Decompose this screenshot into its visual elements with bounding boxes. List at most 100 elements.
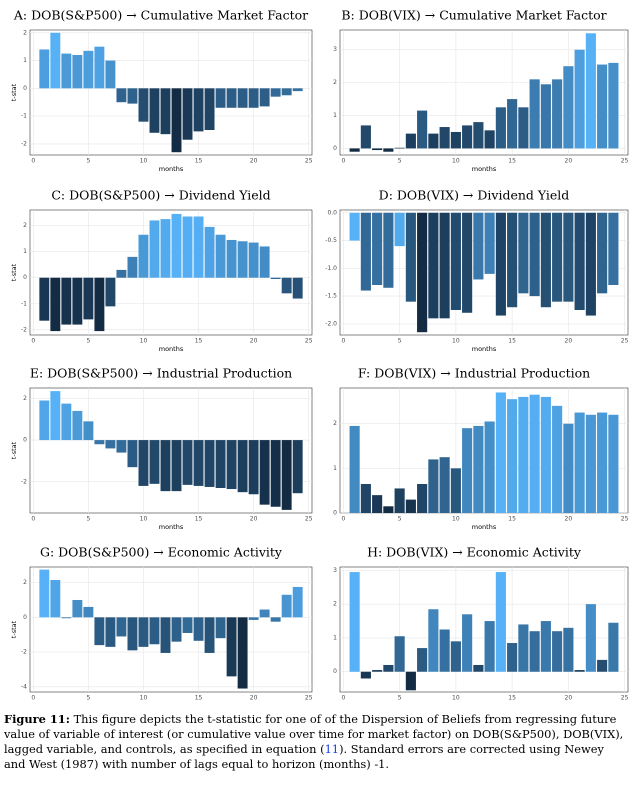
bar	[383, 506, 394, 513]
y-tick-label: 0.0	[327, 209, 337, 216]
plot-area	[29, 29, 313, 156]
bar	[372, 148, 383, 151]
bar	[138, 440, 149, 486]
bar	[383, 212, 394, 288]
bar	[585, 414, 596, 513]
y-tick-label: -4	[21, 683, 27, 690]
bar	[204, 440, 215, 487]
bar	[529, 212, 540, 297]
y-tick-label: -2	[21, 326, 27, 333]
bar	[360, 212, 371, 291]
bar	[149, 88, 160, 133]
bar	[160, 88, 171, 135]
bar	[281, 88, 292, 96]
bar	[484, 421, 495, 513]
bar	[226, 617, 237, 677]
x-tick-label: 5	[398, 338, 402, 345]
chart-title: B: DOB(VIX) → Cumulative Market Factor	[341, 8, 606, 23]
bar	[507, 643, 518, 672]
bar	[529, 394, 540, 513]
bar	[50, 580, 61, 618]
bar	[116, 617, 127, 637]
bar	[83, 421, 94, 441]
bar	[193, 617, 204, 641]
bar	[518, 212, 529, 294]
bar	[394, 212, 405, 247]
y-tick-label: -1.5	[325, 293, 337, 300]
x-tick-label: 20	[565, 516, 573, 523]
x-tick-label: 15	[508, 158, 516, 165]
chart-title: E: DOB(S&P500) → Industrial Production	[30, 366, 292, 381]
bar	[597, 412, 608, 513]
bar	[149, 440, 160, 484]
bar	[226, 440, 237, 490]
y-tick-label: 1	[23, 57, 27, 64]
bar	[462, 614, 473, 672]
y-tick-label: -1	[21, 113, 27, 120]
bar	[182, 216, 193, 278]
plot-area	[339, 209, 629, 336]
bar	[417, 212, 428, 333]
bar	[372, 212, 383, 285]
bar	[160, 617, 171, 653]
bar	[439, 127, 450, 149]
x-tick-label: 15	[195, 158, 203, 165]
x-tick-label: 15	[508, 338, 516, 345]
bar	[116, 88, 127, 103]
bar	[563, 66, 574, 149]
bar	[450, 212, 461, 310]
bar	[171, 88, 182, 153]
bar	[72, 410, 83, 441]
x-tick-label: 25	[305, 516, 313, 523]
x-tick-label: 10	[140, 338, 148, 345]
y-axis-label: t-stat	[10, 620, 18, 638]
bar	[248, 242, 259, 278]
bar	[292, 88, 303, 92]
bar	[574, 670, 585, 672]
bar	[405, 499, 416, 513]
bar	[540, 396, 551, 513]
x-tick-label: 10	[140, 516, 148, 523]
x-tick-label: 10	[140, 158, 148, 165]
bar	[171, 440, 182, 492]
bar	[61, 617, 72, 619]
y-tick-label: -2	[21, 140, 27, 147]
bar	[360, 483, 371, 513]
bar	[552, 79, 563, 149]
bar	[138, 617, 149, 647]
y-tick-label: 0	[333, 145, 337, 152]
x-tick-label: 10	[452, 695, 460, 701]
bar	[484, 212, 495, 274]
x-tick-label: 25	[305, 695, 313, 701]
bar	[585, 33, 596, 149]
y-tick-label: 0	[23, 85, 27, 92]
y-tick-label: 0	[333, 510, 337, 517]
bar	[149, 617, 160, 645]
bar	[83, 50, 94, 89]
bar	[574, 212, 585, 310]
x-tick-label: 20	[565, 158, 573, 165]
bar	[127, 88, 138, 104]
y-tick-label: 0	[23, 274, 27, 281]
bar	[237, 241, 248, 278]
bar	[226, 239, 237, 278]
bar	[259, 88, 270, 107]
plot-area	[29, 209, 313, 336]
x-tick-label: 0	[31, 338, 35, 345]
figure: A: DOB(S&P500) → Cumulative Market Facto…	[10, 8, 629, 711]
bar	[215, 88, 226, 108]
bar	[439, 629, 450, 672]
bar	[292, 440, 303, 494]
y-tick-label: 2	[23, 395, 27, 402]
bar	[495, 107, 506, 149]
y-tick-label: -2	[21, 478, 27, 485]
bar	[105, 277, 116, 307]
plot-area	[339, 566, 629, 693]
bar	[292, 277, 303, 299]
x-tick-label: 5	[86, 158, 90, 165]
bar	[518, 396, 529, 513]
bar	[450, 641, 461, 672]
bar	[149, 220, 160, 278]
caption: Figure 11: This figure depicts the t-sta…	[4, 712, 628, 772]
x-tick-label: 25	[305, 338, 313, 345]
